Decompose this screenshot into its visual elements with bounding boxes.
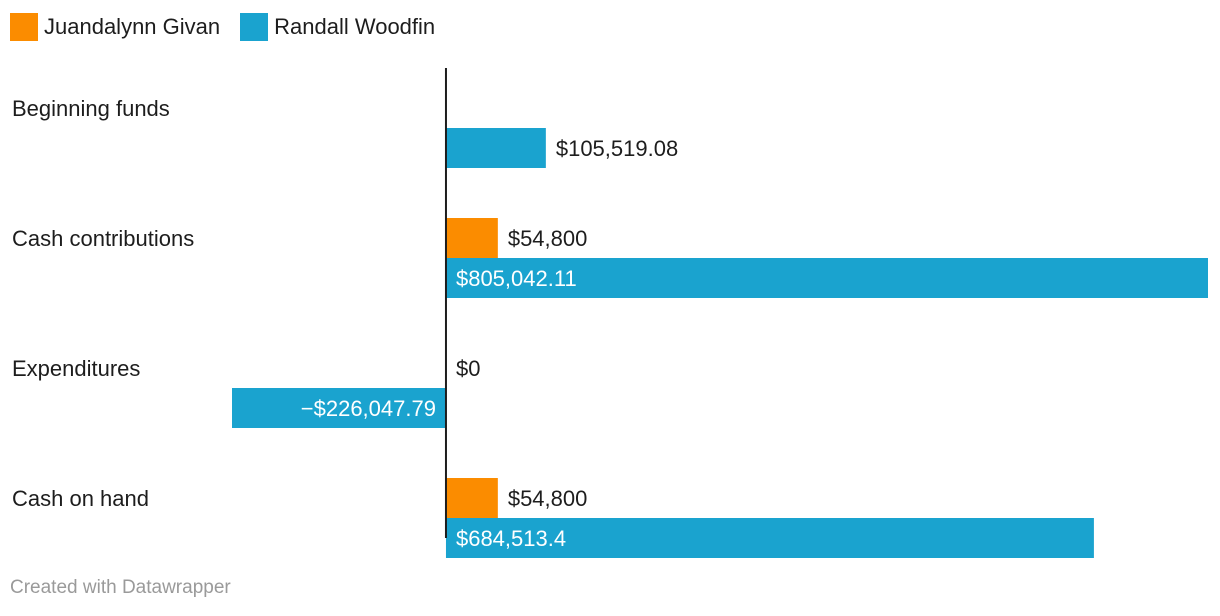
bar-randall-woodfin-cash-contributions bbox=[445, 258, 1208, 298]
category-label-beginning-funds: Beginning funds bbox=[12, 96, 170, 121]
data-label-juandalynn-givan-cash-on-hand: $54,800 bbox=[508, 486, 588, 511]
category-label-cash-contributions: Cash contributions bbox=[12, 226, 194, 251]
legend-item-givan: Juandalynn Givan bbox=[10, 13, 220, 41]
data-label-juandalynn-givan-cash-contributions: $54,800 bbox=[508, 226, 588, 251]
footer-credit: Created with Datawrapper bbox=[10, 577, 231, 598]
data-label-juandalynn-givan-expenditures: $0 bbox=[456, 356, 480, 381]
data-label-randall-woodfin-expenditures: −$226,047.79 bbox=[301, 396, 436, 421]
bar-randall-woodfin-beginning-funds bbox=[445, 128, 546, 168]
bar-randall-woodfin-cash-on-hand bbox=[445, 518, 1094, 558]
data-label-randall-woodfin-beginning-funds: $105,519.08 bbox=[556, 136, 678, 161]
legend-swatch-woodfin bbox=[240, 13, 269, 41]
data-label-randall-woodfin-cash-on-hand: $684,513.4 bbox=[456, 526, 566, 551]
legend-label-woodfin: Randall Woodfin bbox=[274, 14, 436, 39]
bar-randall-woodfin-expenditures bbox=[232, 388, 446, 428]
category-label-cash-on-hand: Cash on hand bbox=[12, 486, 149, 511]
legend-swatch-givan bbox=[10, 13, 38, 41]
data-label-randall-woodfin-cash-contributions: $805,042.11 bbox=[456, 266, 577, 291]
bar-juandalynn-givan-cash-contributions bbox=[445, 218, 498, 258]
bar-juandalynn-givan-cash-on-hand bbox=[445, 478, 498, 518]
legend-label-givan: Juandalynn Givan bbox=[44, 14, 221, 39]
legend-item-woodfin: Randall Woodfin bbox=[240, 13, 435, 41]
legend: Juandalynn Givan Randall Woodfin bbox=[10, 12, 435, 42]
category-label-expenditures: Expenditures bbox=[12, 356, 140, 381]
